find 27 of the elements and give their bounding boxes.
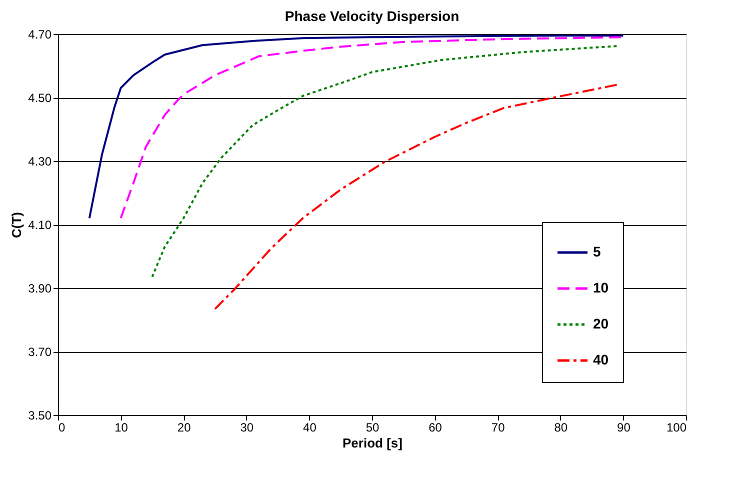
- x-tick-label: 60: [428, 420, 442, 434]
- x-tick-label: 40: [303, 420, 317, 434]
- chart-title: Phase Velocity Dispersion: [284, 8, 460, 24]
- y-tick-label: 4.70: [28, 28, 52, 42]
- y-tick-label: 3.70: [28, 345, 52, 359]
- x-axis-title: Period [s]: [342, 436, 402, 450]
- legend-label: 5: [593, 244, 601, 260]
- legend-label: 20: [593, 316, 609, 332]
- y-axis-title: C(T): [9, 212, 24, 238]
- x-tick-label: 90: [617, 420, 631, 434]
- y-tick-label: 4.10: [28, 218, 52, 232]
- x-tick-label: 80: [554, 420, 568, 434]
- legend-label: 10: [593, 280, 609, 296]
- y-tick-label: 4.30: [28, 154, 52, 168]
- x-tick-label: 100: [666, 420, 687, 434]
- y-tick-label: 3.50: [28, 408, 52, 422]
- x-tick-label: 20: [177, 420, 192, 434]
- legend-label: 40: [593, 352, 609, 368]
- line-series: [214, 84, 618, 310]
- x-tick-label: 0: [58, 420, 66, 434]
- y-tick-label: 4.50: [28, 91, 52, 105]
- x-tick-label: 30: [240, 420, 254, 434]
- x-tick-label: 10: [114, 420, 128, 434]
- x-tick-label: 70: [491, 420, 506, 434]
- y-tick-label: 3.90: [28, 282, 52, 296]
- x-tick-label: 50: [366, 420, 380, 434]
- line-series: [151, 45, 618, 278]
